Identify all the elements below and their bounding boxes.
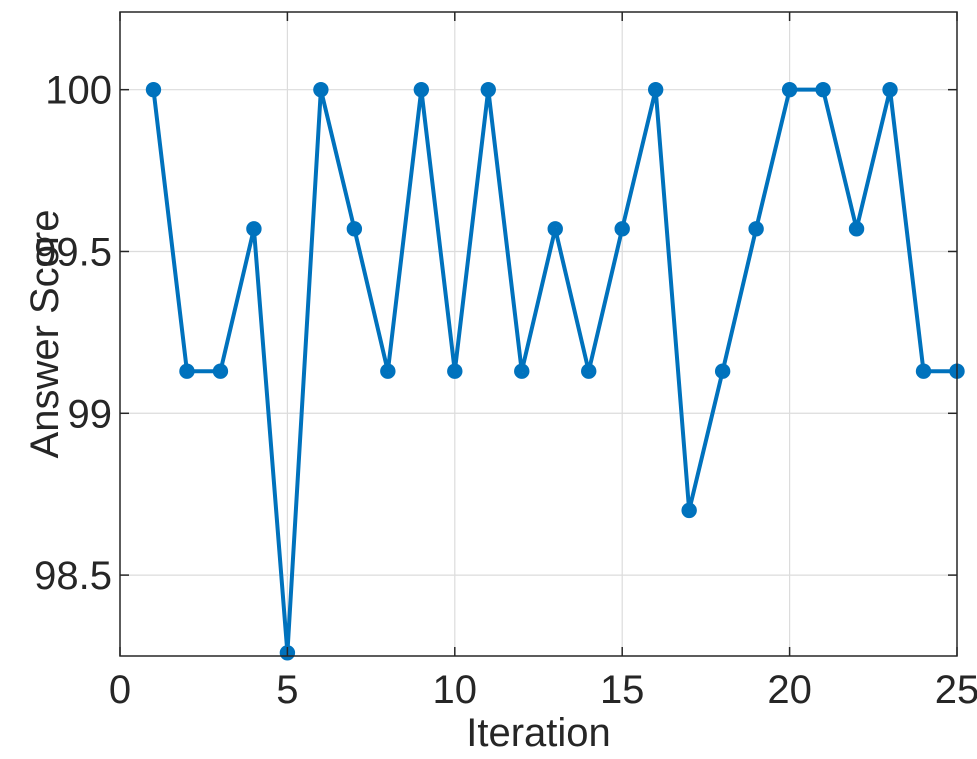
data-point-marker [179, 363, 195, 379]
x-tick-label: 10 [433, 668, 478, 712]
data-point-marker [246, 221, 262, 237]
data-point-marker [413, 81, 430, 98]
data-point-marker [581, 363, 597, 379]
y-tick-label: 99.5 [34, 230, 112, 274]
x-tick-labels: 0 5 10 15 20 25 [109, 668, 977, 712]
data-point-marker [848, 221, 865, 237]
data-point-marker [614, 221, 630, 237]
data-point-marker [714, 363, 731, 379]
data-point-marker [145, 81, 162, 98]
data-point-marker [346, 221, 363, 237]
data-point-marker [748, 221, 764, 237]
x-tick-label: 25 [935, 668, 977, 712]
data-point-marker [313, 81, 329, 98]
x-axis-label: Iteration [466, 711, 611, 754]
tick-marks [119, 12, 958, 656]
data-point-marker [212, 363, 229, 379]
x-tick-label: 15 [600, 668, 645, 712]
y-axis-label: Answer Score [23, 210, 67, 459]
y-tick-labels: 98.5 99 99.5 100 [34, 69, 112, 598]
data-point-marker [915, 363, 932, 379]
y-tick-label: 99 [68, 392, 113, 436]
y-tick-label: 98.5 [34, 554, 112, 598]
data-point-marker [781, 81, 798, 98]
y-tick-label: 100 [45, 69, 112, 113]
data-point-marker [547, 221, 563, 237]
x-tick-label: 5 [276, 668, 298, 712]
x-tick-label: 20 [767, 668, 812, 712]
grid-lines [120, 12, 957, 656]
x-tick-label: 0 [109, 668, 131, 712]
data-point-marker [514, 363, 530, 379]
data-point-marker [681, 502, 697, 519]
data-point-marker [380, 363, 396, 379]
data-point-marker [647, 81, 664, 98]
data-point-marker [815, 81, 831, 98]
data-point-marker [480, 81, 496, 98]
axes-box [119, 11, 958, 657]
data-point-marker [447, 363, 463, 379]
data-point-marker [882, 81, 898, 98]
